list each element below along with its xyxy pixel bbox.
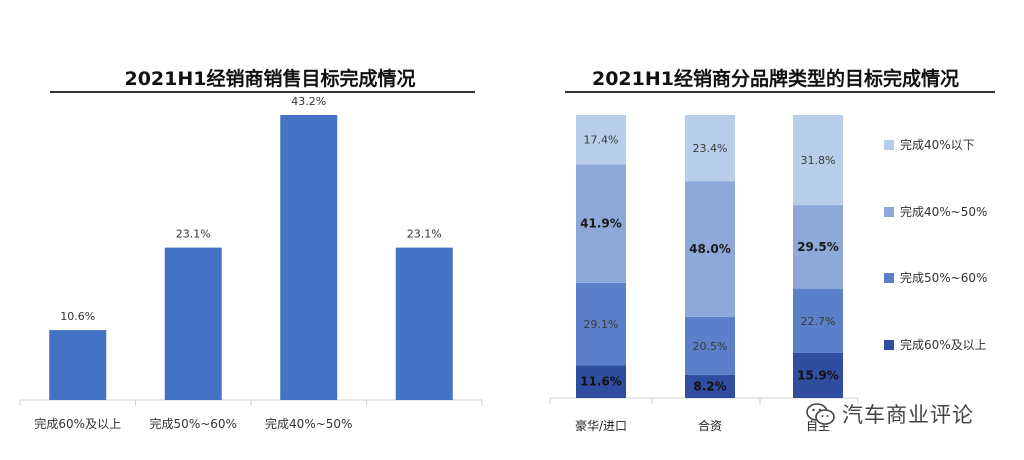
right-category-label: 豪华/进口: [575, 418, 627, 433]
right-segment-label: 29.1%: [584, 318, 619, 331]
left-bar-value-label: 23.1%: [407, 228, 442, 241]
right-stack-segment: [685, 181, 735, 317]
right-stack-segment: [793, 115, 843, 206]
legend-swatch: [884, 140, 894, 150]
right-segment-label: 11.6%: [580, 375, 622, 389]
left-bar: [395, 247, 453, 400]
watermark-text: 汽车商业评论: [842, 403, 974, 427]
right-stack-segment: [793, 288, 843, 353]
right-chart-title: 2021H1经销商分品牌类型的目标完成情况: [591, 68, 959, 90]
legend-swatch: [884, 273, 894, 283]
right-segment-label: 8.2%: [693, 379, 726, 393]
legend-label: 完成60%及以上: [900, 337, 987, 352]
right-stack-segment: [576, 282, 626, 366]
legend-label: 完成50%~60%: [900, 270, 987, 285]
left-bar-value-label: 23.1%: [176, 228, 211, 241]
right-stack-segment: [793, 205, 843, 289]
watermark: 汽车商业评论: [806, 396, 1006, 436]
right-segment-label: 48.0%: [689, 242, 731, 256]
right-stack-segment: [685, 374, 735, 398]
left-bar: [49, 330, 107, 400]
right-category-label: 合资: [698, 418, 722, 433]
right-segment-label: 17.4%: [584, 134, 619, 147]
right-title-rule: [565, 91, 995, 93]
left-category-label: 完成50%~60%: [150, 416, 237, 431]
left-category-label: 完成40%~50%: [265, 416, 352, 431]
legend-label: 完成40%~50%: [900, 204, 987, 219]
right-segment-label: 41.9%: [580, 217, 622, 231]
left-bar: [280, 115, 338, 400]
right-segment-label: 23.4%: [693, 142, 728, 155]
right-stack-segment: [576, 164, 626, 283]
right-segment-label: 31.8%: [801, 154, 836, 167]
left-title-rule: [50, 91, 475, 93]
right-stack-segment: [576, 115, 626, 165]
right-segment-label: 20.5%: [693, 340, 728, 353]
right-segment-label: 15.9%: [797, 368, 839, 382]
legend-swatch: [884, 207, 894, 217]
left-category-label: 完成60%及以上: [34, 416, 121, 431]
legend-label: 完成40%以下: [900, 137, 975, 152]
left-bar-value-label: 43.2%: [291, 95, 326, 108]
left-chart-title: 2021H1经销商销售目标完成情况: [124, 68, 416, 90]
wechat-icon: [806, 403, 835, 425]
right-segment-label: 22.7%: [801, 315, 836, 328]
right-stack-segment: [685, 316, 735, 375]
right-stack-segment: [793, 352, 843, 398]
left-bar-value-label: 10.6%: [60, 310, 95, 323]
right-stack-segment: [576, 365, 626, 398]
left-bar: [164, 247, 222, 400]
right-segment-label: 29.5%: [797, 240, 839, 254]
legend-swatch: [884, 340, 894, 350]
right-stack-segment: [685, 115, 735, 182]
